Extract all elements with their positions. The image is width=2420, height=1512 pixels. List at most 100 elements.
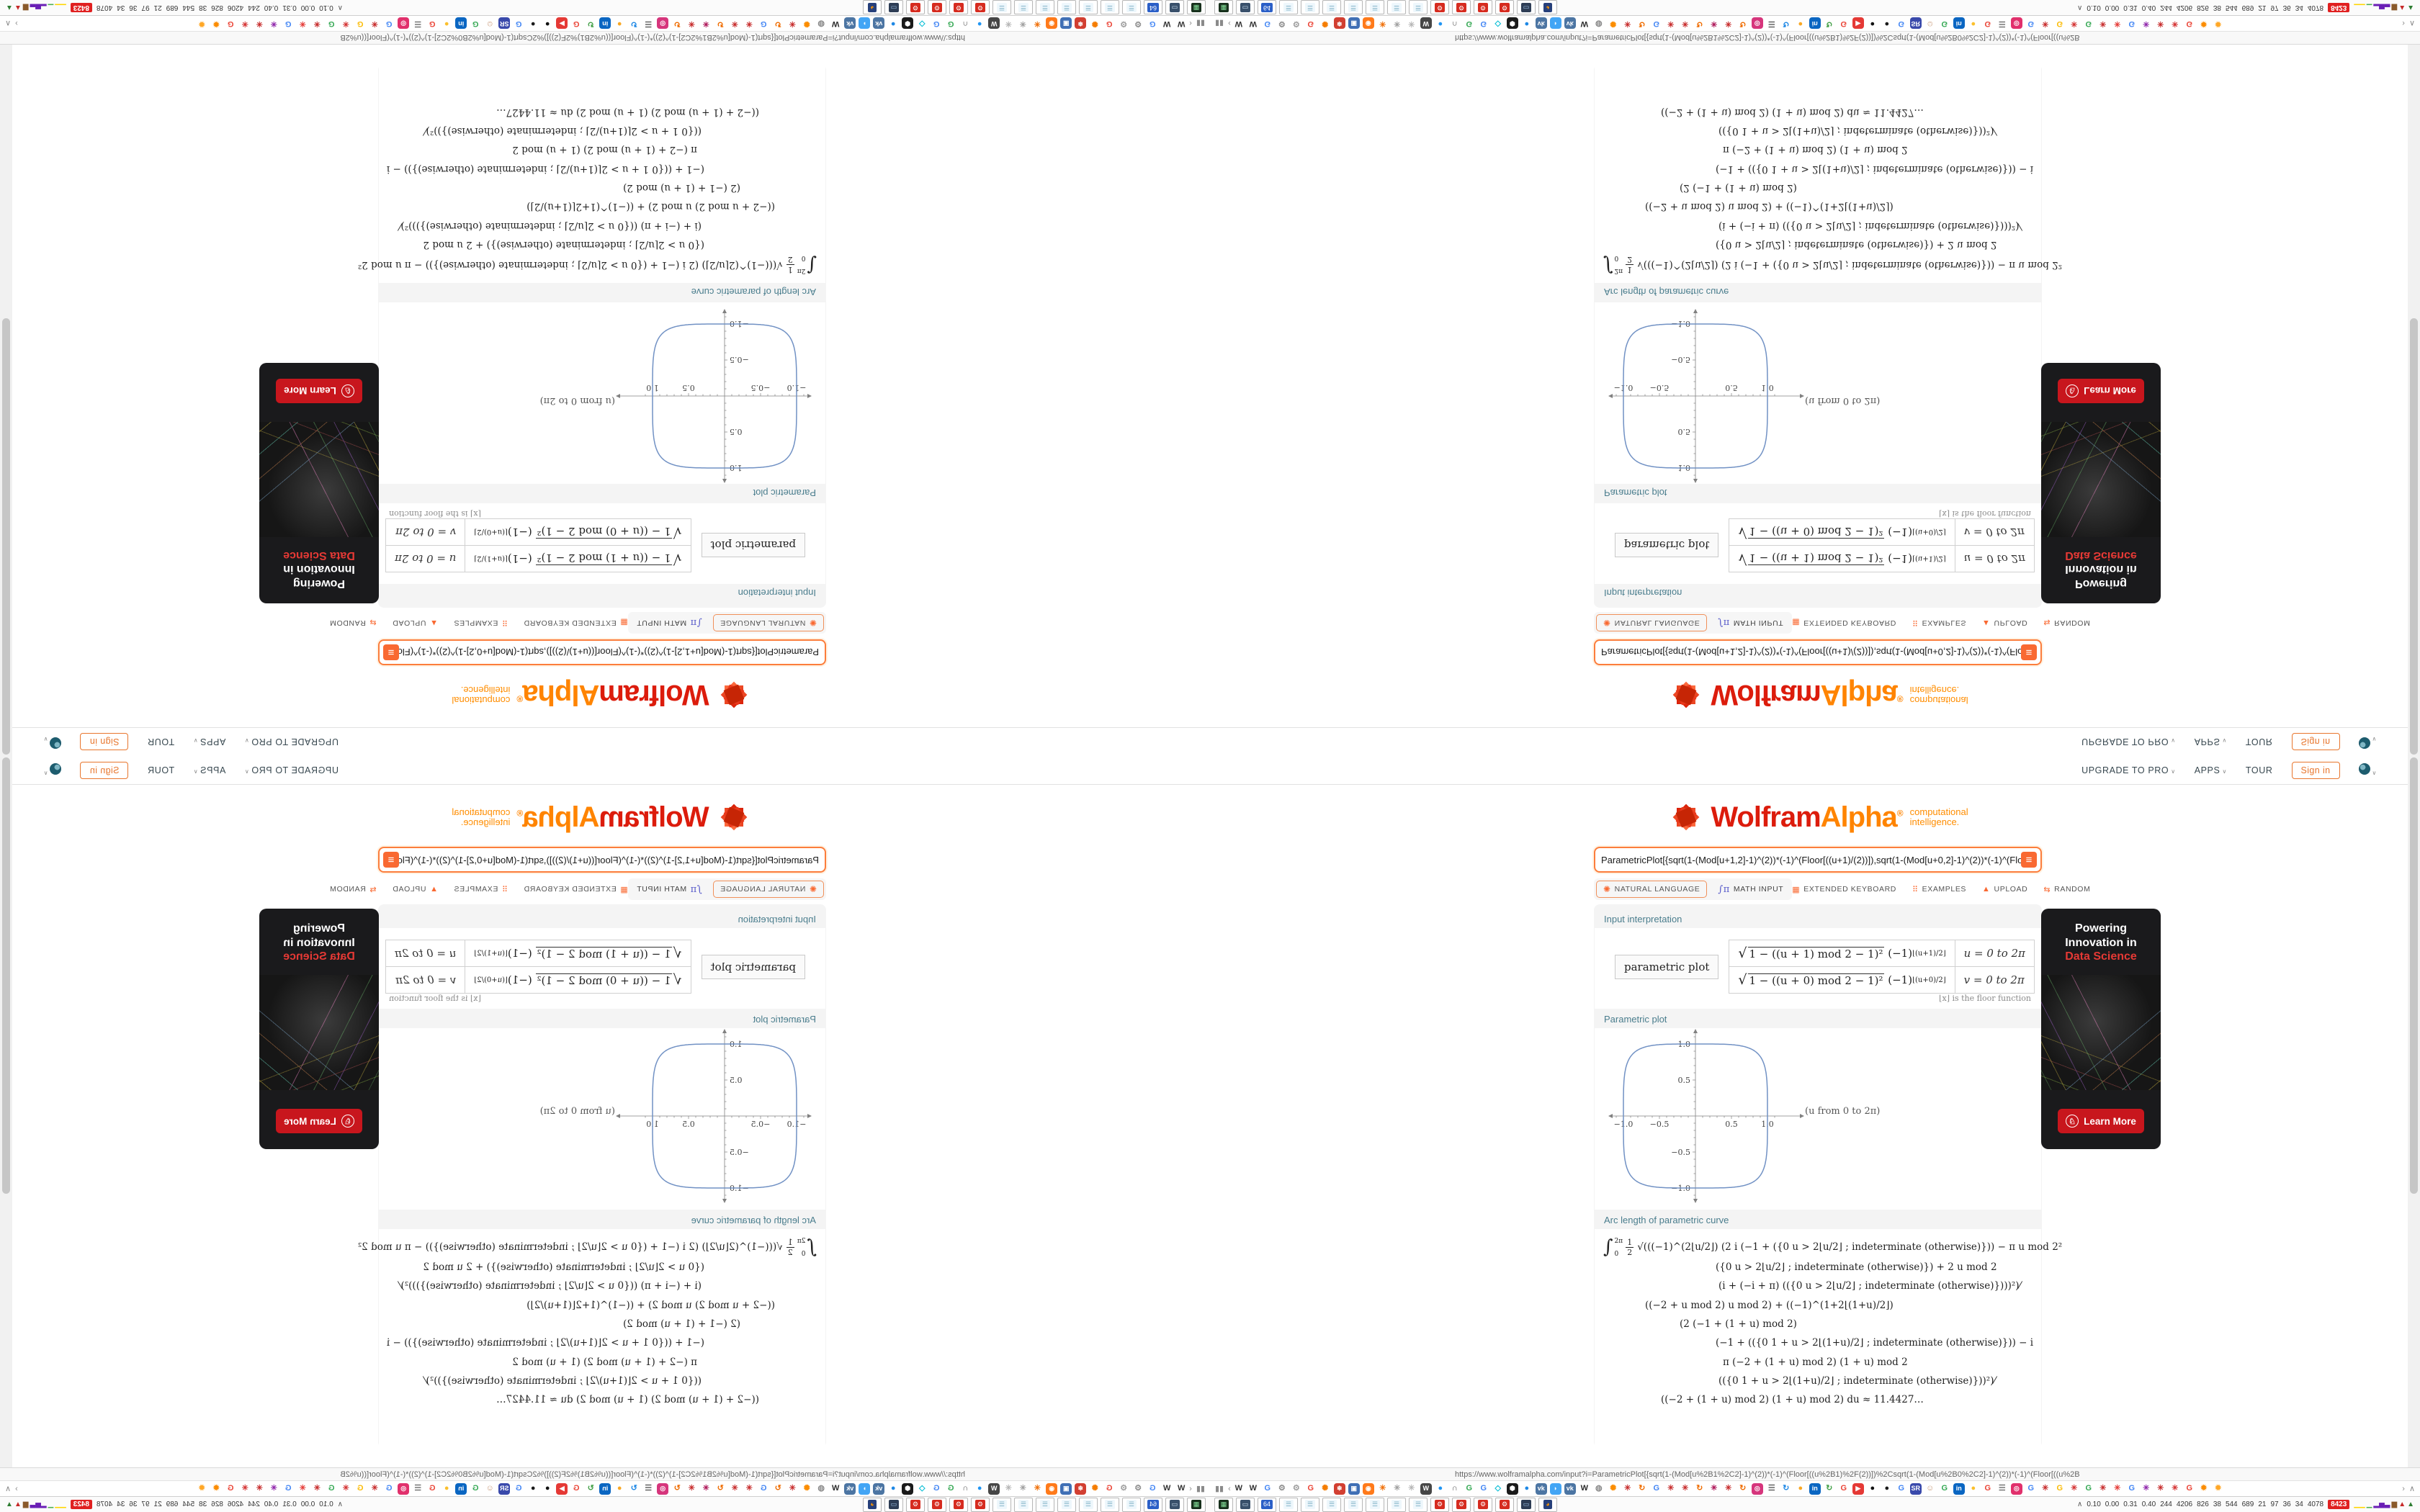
taskbar-button[interactable]: ▭ — [1165, 1497, 1184, 1512]
tab-favicon[interactable]: ✹ — [2200, 19, 2208, 28]
extended-keyboard-button[interactable]: ▦ EXTENDED KEYBOARD — [524, 885, 628, 894]
tab-favicon[interactable]: G — [1466, 19, 1473, 28]
tab-favicon[interactable]: G — [2128, 1484, 2136, 1493]
tab-favicon[interactable]: ✺ — [1322, 19, 1329, 28]
tab-favicon[interactable]: SR — [498, 17, 511, 30]
extended-keyboard-button[interactable]: ▦ EXTENDED KEYBOARD — [1792, 885, 1896, 894]
tab-favicon[interactable]: ✳ — [2157, 1484, 2164, 1493]
examples-button[interactable]: ⠿ EXAMPLES — [454, 618, 508, 628]
tab-favicon[interactable]: ✳ — [1667, 19, 1675, 28]
tab-favicon[interactable]: ✳ — [789, 1484, 796, 1493]
tab-favicon[interactable]: ✳ — [371, 19, 378, 28]
tab-favicon[interactable]: ☺ — [485, 1484, 494, 1493]
page-scrollbar[interactable] — [0, 45, 12, 756]
tab-favicon[interactable]: ✹ — [2215, 19, 2222, 28]
tab-favicon[interactable]: ↻ — [673, 1484, 681, 1493]
taskbar-button[interactable]: ⚙ — [949, 1497, 968, 1512]
tab-favicon[interactable]: W — [1163, 1484, 1171, 1493]
tab-favicon[interactable]: ✳ — [241, 19, 248, 28]
tab-favicon[interactable]: ✳ — [1034, 1484, 1041, 1493]
tab-favicon[interactable]: ✹ — [198, 19, 205, 28]
tab-favicon[interactable]: ✳ — [2042, 1484, 2049, 1493]
tab-favicon[interactable]: ⬢ — [902, 17, 914, 30]
tab-favicon[interactable]: W — [988, 1482, 1000, 1495]
tab-favicon[interactable]: in — [1953, 1482, 1965, 1495]
language-selector[interactable]: ∨ — [43, 763, 62, 777]
parametric-plot-chart[interactable]: −1.0−0.50.51.0−1.0−0.50.51.0 — [379, 304, 825, 484]
tab-favicon[interactable]: vk — [1535, 1482, 1547, 1495]
tab-favicon[interactable]: G — [2085, 1484, 2092, 1493]
tab-favicon[interactable]: G — [429, 19, 436, 28]
tab-favicon[interactable]: G — [1941, 1484, 1948, 1493]
taskbar-button[interactable]: ◕ — [863, 1497, 882, 1512]
tab-favicon[interactable]: ● — [1798, 1484, 1803, 1493]
tab-favicon[interactable]: G — [1307, 1484, 1314, 1493]
tab-favicon[interactable]: ✹ — [2215, 1484, 2222, 1493]
tab-favicon[interactable]: ● — [1524, 1484, 1530, 1493]
tab-favicon[interactable]: ◎ — [1751, 17, 1763, 30]
ad-banner[interactable]: Powering Innovation in Data Science ♘ Le… — [2041, 363, 2161, 603]
tab-scroll-pause-icon[interactable]: ▮▮ — [1215, 1485, 1224, 1493]
tab-favicon[interactable]: G — [1264, 19, 1271, 28]
tab-favicon[interactable]: ◗ — [1549, 17, 1561, 30]
pod-title[interactable]: Parametric plot — [1604, 1014, 1667, 1025]
taskbar-button[interactable]: ▦ — [1187, 0, 1206, 15]
tab-favicon[interactable]: ◇ — [1494, 1484, 1502, 1493]
tab-favicon[interactable]: ◍ — [817, 1484, 825, 1493]
taskbar-button[interactable]: ☰ — [1079, 0, 1098, 15]
tab-scroll-pause-icon[interactable]: ▮▮ — [1196, 1485, 1205, 1493]
tab-favicon[interactable]: G — [1466, 1484, 1473, 1493]
brand-wordmark[interactable]: WolframAlpha® — [517, 801, 709, 833]
tab-favicon[interactable]: in — [455, 17, 467, 30]
nav-apps[interactable]: APPS∨ — [2195, 737, 2227, 747]
examples-button[interactable]: ⠿ EXAMPLES — [454, 885, 508, 894]
taskbar-button[interactable]: ⚙ — [1495, 0, 1514, 15]
tab-scroll-pause-icon[interactable]: ▮▮ — [1196, 19, 1205, 27]
taskbar-button[interactable]: ⚙ — [1474, 0, 1492, 15]
tab-favicon[interactable]: ▣ — [1060, 1482, 1072, 1495]
taskbar-button[interactable]: ▦ — [1187, 1497, 1206, 1512]
tab-favicon[interactable]: ✳ — [1682, 1484, 1689, 1493]
tab-favicon[interactable]: ∩ — [962, 1484, 969, 1493]
parametric-plot-chart[interactable]: −1.0−0.50.51.0−1.0−0.50.51.0 — [379, 1028, 825, 1208]
tab-favicon[interactable]: ✳ — [299, 1484, 306, 1493]
tab-favicon[interactable]: ✳ — [1624, 19, 1631, 28]
tab-favicon[interactable]: ◎ — [1751, 1482, 1763, 1495]
tab-favicon[interactable]: vk — [1564, 1482, 1576, 1495]
sign-in-button[interactable]: Sign in — [2291, 733, 2340, 751]
compute-button[interactable]: ≡ — [383, 644, 399, 660]
taskbar-button[interactable]: ☰ — [1279, 1497, 1298, 1512]
tab-favicon[interactable]: ◍ — [1595, 19, 1603, 28]
query-text[interactable]: ParametricPlot[{sqrt(1-(Mod[u+1,2]-1)^(2… — [1601, 647, 2021, 658]
tab-favicon[interactable]: ◍ — [817, 19, 825, 28]
tab-favicon[interactable]: ✳ — [2143, 1484, 2150, 1493]
tab-favicon[interactable]: ◎ — [657, 17, 669, 30]
tab-favicon[interactable]: ✳ — [256, 1484, 263, 1493]
page-scrollbar[interactable] — [2408, 756, 2420, 1467]
tab-favicon[interactable]: ● — [444, 1484, 449, 1493]
query-text[interactable]: ParametricPlot[{sqrt(1-(Mod[u+1,2]-1)^(2… — [1601, 854, 2021, 865]
taskbar-button[interactable]: ☰ — [1057, 1497, 1076, 1512]
tab-favicon[interactable]: ◎ — [2010, 17, 2022, 30]
tab-favicon[interactable]: ✹ — [198, 1484, 205, 1493]
taskbar-button[interactable]: 64 — [1144, 1497, 1162, 1512]
taskbar-button[interactable]: ▭ — [1165, 0, 1184, 15]
tab-scroll-right-icon[interactable]: › — [2402, 19, 2405, 28]
taskbar-button[interactable]: ◕ — [1538, 1497, 1557, 1512]
tab-favicon[interactable]: ✳ — [702, 1484, 709, 1493]
learn-more-button[interactable]: ♘ Learn More — [276, 1109, 362, 1133]
tab-favicon[interactable]: G — [385, 19, 393, 28]
tab-favicon[interactable]: ◎ — [398, 17, 410, 30]
pod-title[interactable]: Arc length of parametric curve — [1604, 1215, 1729, 1225]
taskbar-button[interactable]: ☰ — [1036, 1497, 1054, 1512]
tab-scroll-left-icon[interactable]: ‹ — [1189, 1484, 1192, 1493]
tab-favicon[interactable]: ✳ — [1667, 1484, 1675, 1493]
tab-favicon[interactable]: W — [1580, 1484, 1588, 1493]
tab-favicon[interactable]: ✺ — [803, 19, 810, 28]
tab-favicon[interactable]: W — [1178, 1484, 1186, 1493]
tab-favicon[interactable]: G — [328, 19, 335, 28]
tab-favicon[interactable]: ☺ — [1926, 19, 1935, 28]
tab-favicon[interactable]: W — [1234, 1484, 1242, 1493]
tab-favicon[interactable]: G — [1840, 1484, 1847, 1493]
tab-favicon[interactable]: vk — [1564, 17, 1576, 30]
